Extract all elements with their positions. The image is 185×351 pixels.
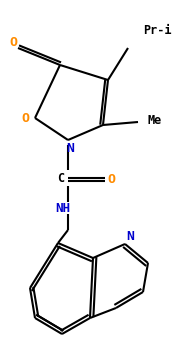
Text: Me: Me [148,113,162,126]
Text: O: O [21,113,29,126]
Text: N: N [126,230,134,243]
Text: N: N [66,143,74,155]
Text: NH: NH [56,203,70,216]
Text: C: C [57,172,65,185]
Text: Pr-i: Pr-i [143,24,171,37]
Text: O: O [107,173,115,186]
Text: O: O [9,35,17,48]
